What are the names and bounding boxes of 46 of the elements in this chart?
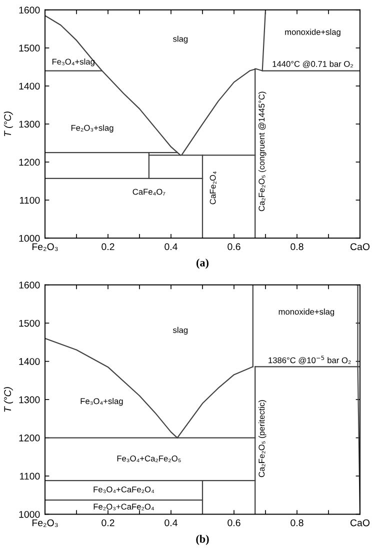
x-tick-label: 0.4	[164, 519, 178, 526]
annotation: Fe₃O₄+slag	[52, 58, 94, 66]
y-tick-label: 1600	[19, 6, 40, 14]
annotation: CaFe₂O₄	[210, 172, 216, 204]
y-tick-label: 1600	[19, 282, 40, 289]
y-tick-label: 1100	[20, 196, 40, 204]
y-tick-label: 1500	[19, 320, 40, 327]
y-tick-label: 1300	[19, 396, 40, 404]
x-tick-label: 0.2	[102, 243, 114, 250]
x-tick-label: Fe₂O₃	[32, 243, 58, 251]
annotation: slag	[173, 36, 188, 44]
annotation: Fe₃O₄+Ca₂Fe₂O₅	[117, 456, 181, 462]
x-tick-label: Fe₂O₃	[32, 519, 58, 528]
y-tick-label: 1400	[19, 358, 40, 365]
annotation: Fe₂O₃+slag	[71, 124, 114, 132]
x-tick-label: CaO	[350, 243, 370, 250]
text: (a)	[196, 258, 208, 269]
y-tick-label: 1400	[19, 82, 40, 90]
annotation: Fe₃O₄+slag	[80, 398, 123, 406]
x-tick-label: 0.6	[228, 243, 240, 250]
y-tick-label: 1500	[19, 44, 40, 52]
y-tick-label: 1000	[19, 510, 40, 518]
y-tick-label: 1200	[19, 434, 40, 442]
text: (b)	[196, 534, 209, 545]
annotation: monoxide+slag	[285, 28, 340, 37]
x-tick-label: 0.2	[102, 519, 114, 526]
y-tick-label: 1200	[19, 158, 40, 166]
y-tick-label: 1300	[19, 120, 40, 128]
annotation: 1386°C @10$^{−5}$ bar O₂	[268, 356, 351, 364]
annotation: slag	[173, 326, 188, 335]
y-axis-title: T (°C)	[4, 387, 13, 412]
annotation: Ca₂Fe₂O₅ (congruent @1445°C)	[258, 92, 266, 212]
annotation: CaFe₄O₇	[132, 188, 166, 196]
annotation: Fe₃O₄+CaFe₂O₄	[94, 486, 154, 494]
y-axis-title: T (°C)	[4, 112, 13, 136]
y-tick-label: 1100	[20, 472, 40, 480]
annotation: 1440°C @0.71 bar O₂	[272, 60, 353, 68]
y-tick-label: 1000	[19, 234, 40, 242]
x-tick-label: CaO	[350, 519, 370, 526]
x-tick-label: 0.8	[290, 243, 304, 250]
annotation: Ca₂Fe₂O₅ (peritectic)	[258, 400, 266, 478]
annotation: Fe₂O₃+CaFe₂O₄	[94, 504, 154, 510]
x-tick-label: 0.6	[228, 519, 240, 526]
x-tick-label: 0.8	[290, 519, 304, 526]
x-tick-label: 0.4	[164, 243, 178, 250]
annotation: monoxide+slag	[278, 308, 334, 316]
